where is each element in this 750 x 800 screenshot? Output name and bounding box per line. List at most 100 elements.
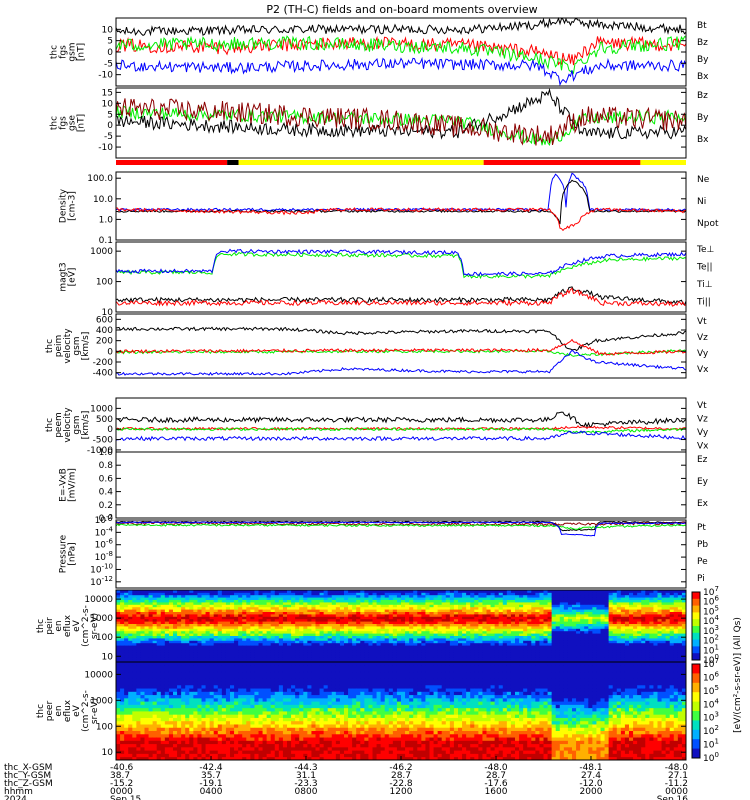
spectrogram-cell [217, 659, 223, 663]
spectrogram-cell [649, 611, 654, 615]
spectrogram-cell [396, 640, 402, 644]
spectrogram-cell [380, 599, 386, 603]
spectrogram-cell [486, 642, 491, 646]
spectrogram-cell [673, 633, 679, 636]
spectrogram-cell [584, 626, 589, 629]
spectrogram-cell [250, 650, 255, 653]
spectrogram-cell [116, 711, 121, 715]
spectrogram-cell [136, 717, 141, 722]
spectrogram-cell [230, 594, 235, 598]
spectrogram-cell [681, 652, 687, 656]
spectrogram-cell [311, 650, 316, 653]
spectrogram-cell [250, 616, 255, 620]
spectrogram-cell [307, 611, 312, 615]
spectrogram-cell [344, 599, 349, 603]
spectrogram-cell [120, 592, 125, 596]
spectrogram-cell [380, 597, 386, 600]
y-tick-label: 100 [96, 278, 113, 288]
spectrogram-cell [470, 645, 475, 648]
spectrogram-cell [303, 606, 308, 610]
spectrogram-cell [116, 675, 121, 679]
spectrogram-cell [677, 630, 683, 634]
spectrogram-cell [181, 638, 186, 641]
spectrogram-cell [498, 599, 504, 603]
spectrogram-cell [156, 714, 162, 718]
spectrogram-cell [327, 628, 333, 632]
spectrogram-cell [637, 642, 642, 646]
spectrogram-cell [543, 614, 548, 617]
spectrogram-cell [425, 645, 430, 648]
spectrogram-cell [559, 614, 565, 617]
spectrogram-cell [441, 621, 447, 624]
spectrogram-cell [405, 633, 410, 636]
spectrogram-cell [230, 630, 235, 634]
spectrogram-cell [559, 602, 565, 605]
spectrogram-cell [307, 609, 312, 612]
spectrogram-cell [490, 621, 496, 624]
spectrogram-cell [681, 628, 687, 632]
spectrogram-cell [132, 671, 137, 676]
spectrogram-cell [551, 659, 557, 663]
spectrogram-cell [282, 626, 288, 629]
spectrogram-cell [177, 662, 182, 666]
spectrogram-cell [649, 633, 654, 636]
spectrogram-cell [242, 650, 247, 653]
spectrogram-cell [449, 616, 455, 620]
spectrogram-cell [519, 626, 524, 629]
spectrogram-cell [490, 626, 496, 629]
spectrogram-cell [677, 635, 683, 639]
spectrogram-cell [181, 630, 186, 634]
spectrogram-cell [262, 604, 268, 608]
spectrogram-cell [445, 597, 451, 600]
spectrogram-cell [136, 711, 141, 715]
spectrogram-cell [673, 650, 679, 653]
spectrogram-cell [323, 633, 329, 636]
spectrogram-cell [221, 650, 227, 653]
spectrogram-cell [168, 590, 174, 593]
y-tick-label: 0.0 [99, 514, 114, 524]
spectrogram-cell [238, 650, 243, 653]
spectrogram-cell [409, 592, 414, 596]
spectrogram-cell [539, 616, 544, 620]
spectrogram-cell [331, 618, 337, 622]
spectrogram-cell [230, 597, 235, 600]
spectrogram-cell [673, 628, 679, 632]
spectrogram-cell [445, 604, 451, 608]
spectrogram-cell [506, 654, 512, 658]
spectrogram-cell [425, 604, 430, 608]
spectrogram-cell [120, 737, 125, 741]
spectrogram-cell [156, 630, 162, 634]
spectrogram-cell [657, 626, 662, 629]
spectrogram-cell [217, 633, 223, 636]
spectrogram-cell [168, 609, 174, 612]
spectrogram-cell [449, 630, 455, 634]
spectrogram-cell [563, 650, 569, 653]
spectrogram-cell [392, 618, 398, 622]
spectrogram-cell [315, 657, 320, 660]
spectrogram-cell [604, 590, 610, 593]
spectrogram-cell [384, 645, 390, 648]
spectrogram-cell [396, 614, 402, 617]
spectrogram-cell [156, 628, 162, 632]
spectrogram-cell [189, 642, 194, 646]
spectrogram-cell [221, 635, 227, 639]
spectrogram-cell [189, 727, 194, 731]
spectrogram-cell [490, 606, 496, 610]
spectrogram-cell [278, 659, 284, 663]
spectrogram-cell [429, 645, 434, 648]
spectrogram-cell [677, 614, 683, 617]
spectrogram-cell [665, 616, 671, 620]
spectrogram-cell [311, 609, 316, 612]
series-temperature-Te|| [115, 286, 687, 306]
spectrogram-cell [523, 638, 528, 641]
spectrogram-cell [449, 654, 455, 658]
spectrogram-cell [653, 592, 658, 596]
spectrogram-cell [120, 618, 125, 622]
spectrogram-cell [653, 623, 658, 627]
spectrogram-cell [160, 701, 166, 705]
spectrogram-cell [567, 630, 573, 634]
spectrogram-cell [494, 642, 500, 646]
spectrogram-cell [156, 594, 162, 598]
spectrogram-cell [177, 657, 182, 660]
spectrogram-cell [519, 594, 524, 598]
